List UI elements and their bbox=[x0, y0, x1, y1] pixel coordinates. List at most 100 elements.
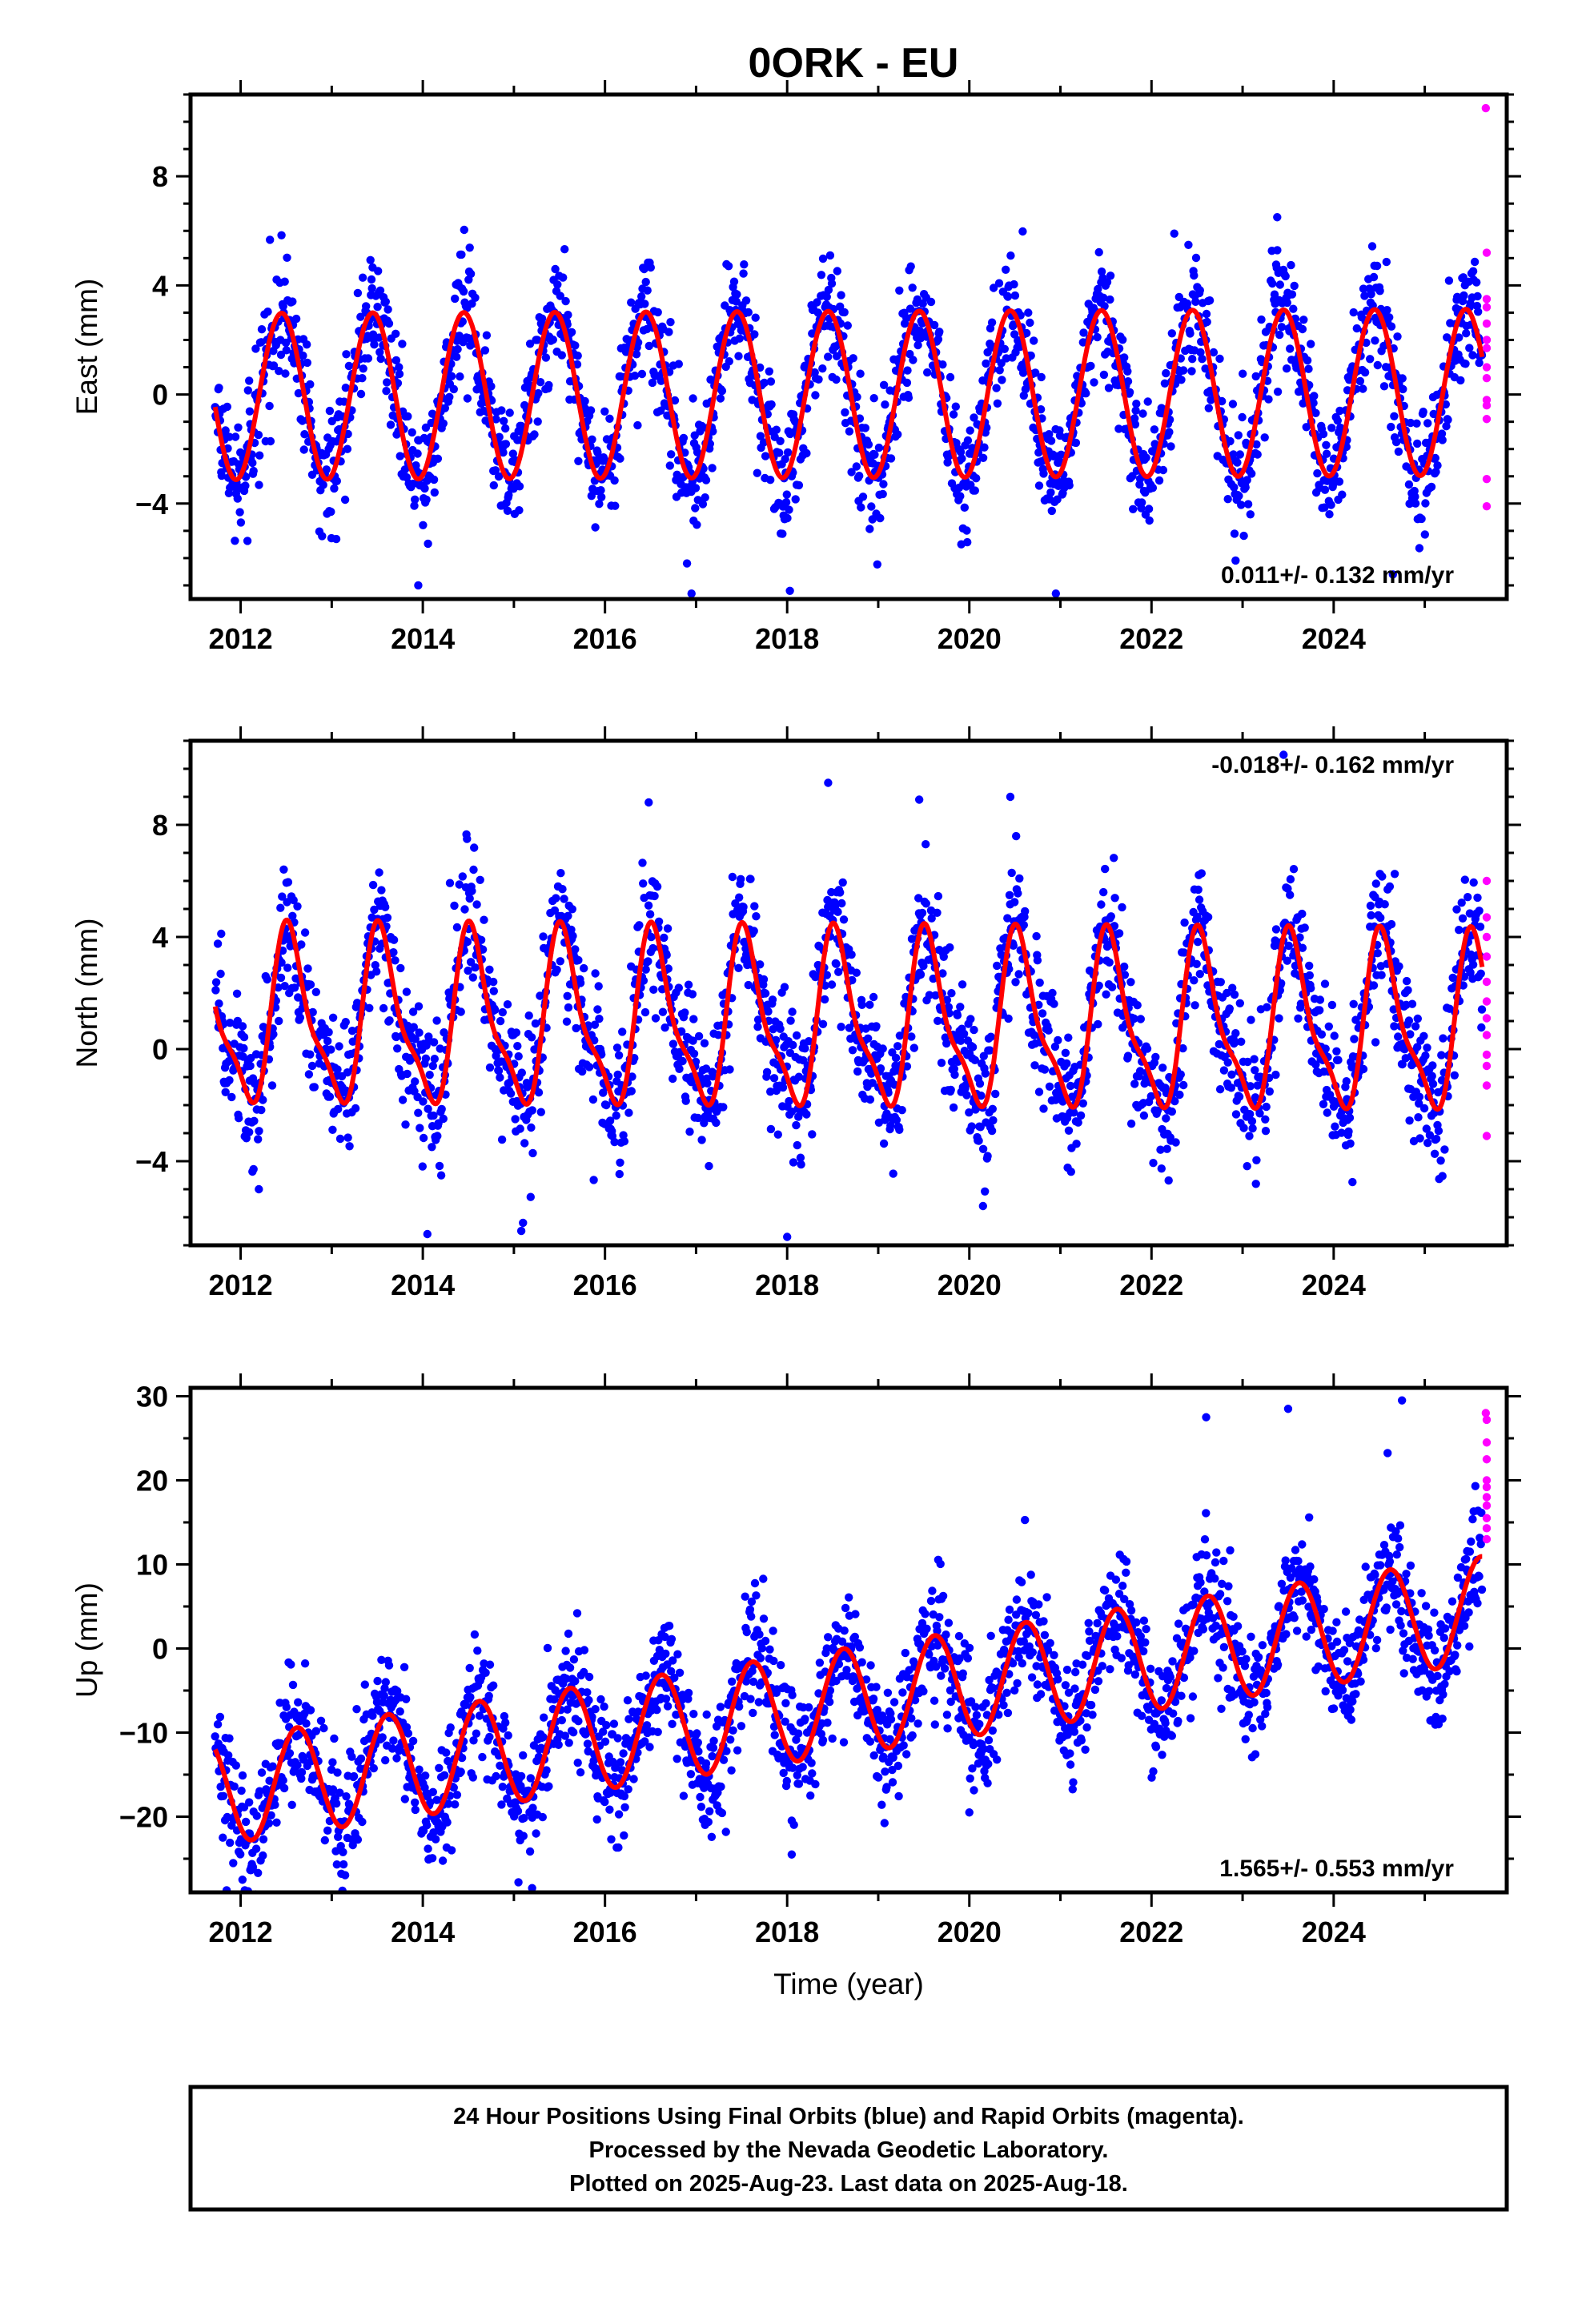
north-final-point bbox=[489, 977, 498, 987]
east-final-point bbox=[1313, 468, 1322, 478]
north-final-point bbox=[293, 902, 302, 911]
east-final-point bbox=[1391, 437, 1401, 447]
up-final-point bbox=[373, 1676, 382, 1686]
north-final-point bbox=[423, 1229, 432, 1239]
north-final-point bbox=[728, 872, 737, 882]
north-final-point bbox=[1283, 884, 1292, 893]
north-final-point bbox=[239, 1052, 247, 1061]
east-final-point bbox=[395, 369, 404, 379]
north-final-point bbox=[383, 913, 392, 923]
north-final-point bbox=[1253, 1081, 1262, 1090]
east-final-point bbox=[852, 462, 861, 471]
east-final-point bbox=[1319, 429, 1328, 439]
north-final-point bbox=[895, 1125, 904, 1135]
up-final-point bbox=[484, 1691, 493, 1700]
east-final-point bbox=[495, 432, 504, 441]
east-final-point bbox=[1393, 332, 1402, 341]
north-final-point bbox=[697, 1136, 706, 1144]
north-final-point bbox=[568, 905, 576, 914]
north-final-point bbox=[408, 1007, 418, 1016]
east-final-point bbox=[926, 297, 936, 307]
north-final-point bbox=[414, 1002, 424, 1011]
north-final-point bbox=[752, 912, 761, 921]
up-final-point bbox=[294, 1698, 303, 1707]
up-final-point bbox=[349, 1771, 359, 1781]
east-final-point bbox=[489, 480, 498, 490]
east-final-point bbox=[691, 484, 701, 493]
east-x-tick-label: 2024 bbox=[1302, 622, 1366, 655]
north-final-point bbox=[1006, 792, 1015, 802]
north-final-point bbox=[578, 1067, 587, 1076]
north-final-point bbox=[527, 1033, 536, 1042]
east-final-point bbox=[1387, 422, 1395, 432]
north-final-point bbox=[1014, 970, 1023, 979]
east-final-point bbox=[733, 290, 741, 299]
up-final-point bbox=[316, 1716, 326, 1725]
north-final-point bbox=[424, 1104, 432, 1113]
east-final-point bbox=[532, 336, 542, 344]
north-final-point bbox=[956, 1036, 966, 1045]
east-final-point bbox=[319, 480, 327, 489]
east-final-point bbox=[691, 504, 700, 513]
east-final-point bbox=[536, 378, 545, 387]
east-final-point bbox=[234, 423, 243, 432]
north-final-point bbox=[463, 937, 472, 947]
north-final-point bbox=[1034, 1000, 1043, 1010]
north-final-point bbox=[471, 963, 480, 972]
north-final-point bbox=[958, 980, 967, 989]
east-final-point bbox=[595, 500, 604, 509]
north-final-point bbox=[409, 1023, 418, 1031]
east-final-point bbox=[1138, 409, 1147, 418]
east-final-point bbox=[903, 366, 912, 375]
east-final-point bbox=[508, 449, 517, 458]
east-final-point bbox=[818, 364, 827, 373]
up-final-point bbox=[411, 1798, 420, 1807]
north-final-point bbox=[1279, 750, 1288, 759]
north-rapid-point bbox=[1482, 952, 1492, 961]
east-final-point bbox=[640, 300, 649, 308]
north-final-point bbox=[286, 942, 295, 951]
east-final-point bbox=[269, 361, 279, 370]
east-final-point bbox=[1034, 481, 1044, 490]
up-final-point bbox=[268, 1762, 277, 1771]
north-final-point bbox=[939, 952, 949, 962]
east-final-point bbox=[814, 375, 823, 384]
north-final-point bbox=[1107, 983, 1117, 991]
north-final-point bbox=[694, 1031, 704, 1041]
north-final-point bbox=[1005, 891, 1014, 900]
up-final-point bbox=[333, 1768, 342, 1777]
east-final-point bbox=[873, 560, 882, 569]
east-final-point bbox=[751, 313, 760, 322]
north-final-point bbox=[1430, 1149, 1439, 1159]
east-final-point bbox=[1195, 286, 1205, 295]
east-final-point bbox=[370, 340, 379, 349]
north-final-point bbox=[1066, 1168, 1076, 1176]
up-final-point bbox=[360, 1680, 369, 1689]
east-final-point bbox=[591, 523, 600, 532]
east-final-point bbox=[906, 262, 915, 271]
north-final-point bbox=[981, 1069, 990, 1078]
north-final-point bbox=[1275, 1014, 1283, 1023]
north-final-point bbox=[1366, 901, 1375, 911]
east-final-point bbox=[1411, 499, 1420, 508]
east-final-point bbox=[282, 346, 291, 355]
east-final-point bbox=[318, 532, 327, 541]
east-final-point bbox=[785, 586, 794, 595]
east-final-point bbox=[586, 406, 596, 415]
east-final-point bbox=[825, 251, 835, 260]
up-final-point bbox=[432, 1835, 440, 1844]
east-final-point bbox=[1465, 344, 1474, 352]
north-final-point bbox=[276, 903, 285, 912]
east-final-point bbox=[342, 350, 351, 359]
north-final-point bbox=[1192, 959, 1201, 969]
east-rapid-point bbox=[1482, 336, 1492, 344]
east-final-point bbox=[553, 280, 562, 289]
east-rapid-point bbox=[1482, 295, 1492, 304]
north-final-point bbox=[1450, 1071, 1460, 1080]
north-final-point bbox=[1413, 1014, 1423, 1023]
north-y-tick-label: 0 bbox=[152, 1033, 168, 1066]
up-final-point bbox=[424, 1844, 432, 1853]
east-final-point bbox=[1372, 261, 1382, 271]
north-final-point bbox=[1239, 1124, 1248, 1132]
north-final-point bbox=[1371, 1038, 1380, 1047]
